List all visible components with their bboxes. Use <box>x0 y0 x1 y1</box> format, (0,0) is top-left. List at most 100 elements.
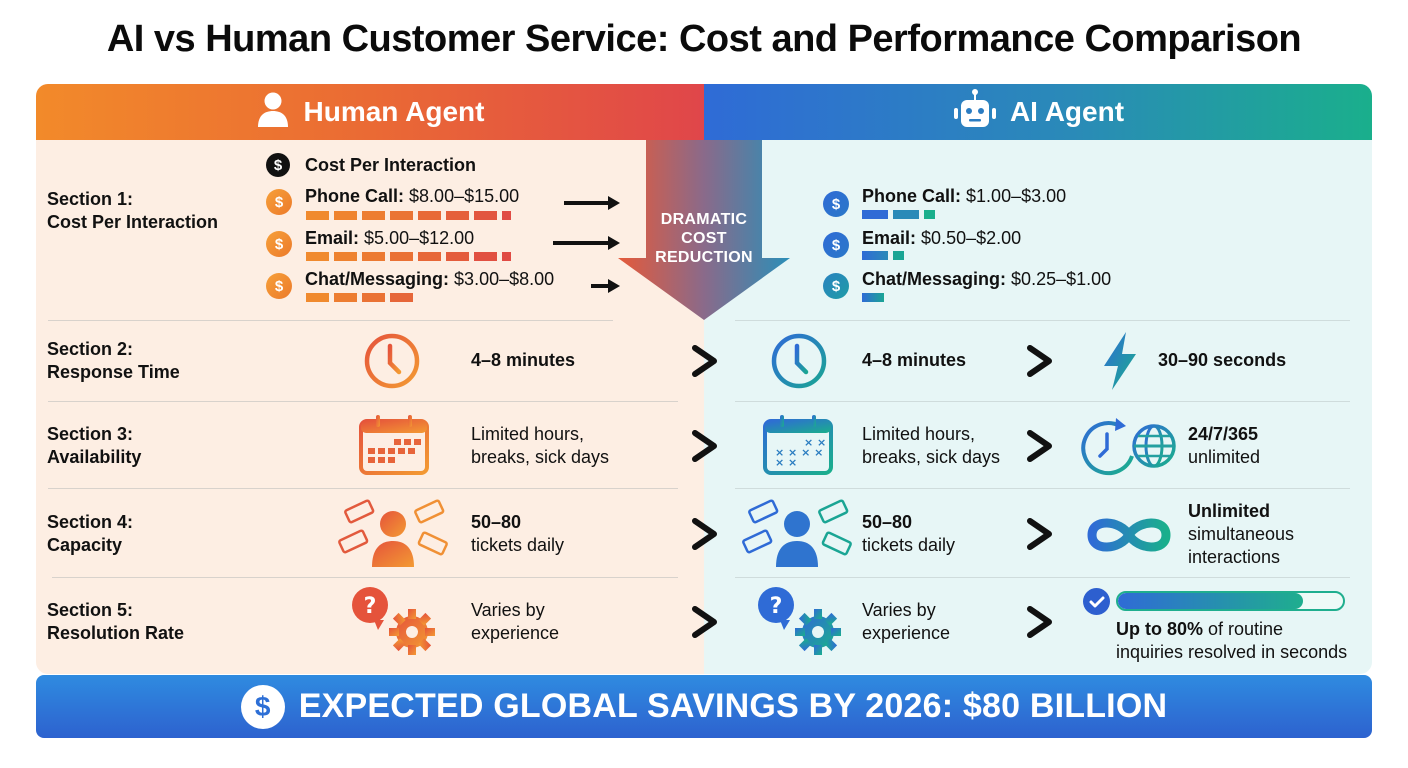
chevron-right-icon <box>692 518 717 550</box>
chevron-right-icon <box>692 345 717 377</box>
cost-reduction-line3: REDUCTION <box>655 249 753 266</box>
clock-icon <box>364 333 420 389</box>
infographic-title: AI vs Human Customer Service: Cost and P… <box>106 18 1302 60</box>
ai-email-cost: Email: $0.50–$2.00 <box>862 228 1022 248</box>
section-2-number: Section 2: <box>47 339 134 359</box>
chevron-right-icon <box>692 430 717 462</box>
chevron-right-icon <box>1027 345 1052 377</box>
cost-per-interaction-heading: Cost Per Interaction <box>305 155 477 175</box>
section-5-label: Section 5: Resolution Rate <box>47 599 184 645</box>
person-tickets-icon <box>742 499 852 567</box>
cost-reduction-label: DRAMATIC COST REDUCTION <box>618 210 790 267</box>
savings-banner: $ EXPECTED GLOBAL SAVINGS BY 2026: $80 B… <box>36 675 1372 738</box>
section-1-label: Section 1: Cost Per Interaction <box>47 188 218 234</box>
person-icon <box>256 91 290 134</box>
dollar-icon: $ <box>266 231 292 257</box>
chevron-right-icon <box>1027 606 1052 638</box>
svg-text:× ×: × × <box>775 456 797 469</box>
cost-reduction-arrow-icon <box>618 140 790 320</box>
ai-before-resolution: Varies by experience <box>862 600 951 643</box>
human-chat-cost-bar <box>306 293 413 302</box>
dollar-icon: $ <box>266 273 292 299</box>
clock-globe-icon <box>1081 418 1176 476</box>
calendar-icon <box>359 415 429 475</box>
ai-before-availability: Limited hours, breaks, sick days <box>862 424 1001 467</box>
svg-text:?: ? <box>770 594 783 619</box>
robot-icon <box>952 88 998 136</box>
divider <box>48 401 678 402</box>
question-gear-icon: ? <box>758 587 841 655</box>
human-email-cost-bar <box>306 252 511 261</box>
human-chat-cost: Chat/Messaging: $3.00–$8.00 <box>305 269 555 289</box>
section-3-title: Availability <box>47 447 142 467</box>
human-capacity: 50–80 tickets daily <box>471 512 565 555</box>
section-1-number: Section 1: <box>47 189 134 209</box>
person-tickets-icon <box>338 499 448 567</box>
clock-icon <box>771 333 827 389</box>
lightning-icon <box>1104 332 1136 390</box>
dollar-icon: $ <box>823 273 849 299</box>
section-2-title: Response Time <box>47 362 180 382</box>
chevron-right-icon <box>1027 430 1052 462</box>
human-email-cost: Email: $5.00–$12.00 <box>305 228 475 248</box>
human-phone-cost: Phone Call: $8.00–$15.00 <box>305 186 520 206</box>
section-4-label: Section 4: Capacity <box>47 511 133 557</box>
infinity-icon <box>1087 518 1171 552</box>
question-gear-icon: ? <box>352 587 435 655</box>
divider <box>735 401 1350 402</box>
svg-text:× ×: × × <box>804 436 826 449</box>
human-panel <box>36 84 706 674</box>
human-agent-label: Human Agent <box>303 96 485 127</box>
resolution-progress-fill <box>1118 593 1303 609</box>
ai-before-response-time: 4–8 minutes <box>862 350 967 370</box>
arrow-right-icon <box>564 196 620 210</box>
section-1-title: Cost Per Interaction <box>47 212 219 232</box>
divider <box>735 320 1350 321</box>
arrow-right-icon <box>553 236 620 250</box>
ai-chat-cost: Chat/Messaging: $0.25–$1.00 <box>862 269 1112 289</box>
section-4-title: Capacity <box>47 535 123 555</box>
section-3-label: Section 3: Availability <box>47 423 141 469</box>
section-5-title: Resolution Rate <box>47 623 185 643</box>
svg-text:× × × ×: × × × × <box>775 446 823 459</box>
cost-reduction-line2: COST <box>681 230 727 247</box>
ai-phone-cost-bar <box>862 210 935 219</box>
ai-email-cost-bar <box>862 251 904 260</box>
savings-text: EXPECTED GLOBAL SAVINGS BY 2026: $80 BIL… <box>298 687 1168 725</box>
resolution-progress-bar <box>1116 591 1345 611</box>
dollar-coin-icon: $ <box>240 684 285 729</box>
chevron-right-icon <box>692 606 717 638</box>
divider <box>735 577 1350 578</box>
divider <box>48 488 678 489</box>
ai-availability: 24/7/365 unlimited <box>1188 424 1261 467</box>
ai-capacity: Unlimited simultaneous interactions <box>1188 501 1295 567</box>
ai-agent-label: AI Agent <box>1009 96 1125 127</box>
ai-phone-cost: Phone Call: $1.00–$3.00 <box>862 186 1067 206</box>
ai-agent-header: AI Agent <box>704 84 1372 140</box>
cost-reduction-line1: DRAMATIC <box>660 211 748 228</box>
dollar-icon: $ <box>266 153 290 177</box>
ai-response-time: 30–90 seconds <box>1158 350 1287 370</box>
dollar-icon: $ <box>266 189 292 215</box>
section-3-number: Section 3: <box>47 424 134 444</box>
check-circle-icon <box>1083 588 1110 615</box>
dollar-icon: $ <box>823 191 849 217</box>
arrow-right-icon <box>591 279 620 293</box>
divider <box>52 577 678 578</box>
human-response-time: 4–8 minutes <box>471 350 576 370</box>
divider <box>48 320 613 321</box>
human-resolution: Varies by experience <box>471 600 560 643</box>
section-2-label: Section 2: Response Time <box>47 338 180 384</box>
ai-before-capacity: 50–80 tickets daily <box>862 512 956 555</box>
human-phone-cost-bar <box>306 211 511 220</box>
calendar-x-icon: × × × × × × × × <box>763 415 833 475</box>
human-availability: Limited hours, breaks, sick days <box>471 424 610 467</box>
section-5-number: Section 5: <box>47 600 134 620</box>
ai-resolution: Up to 80% of routine inquiries resolved … <box>1116 619 1348 662</box>
section-4-number: Section 4: <box>47 512 134 532</box>
human-agent-header: Human Agent <box>36 84 704 140</box>
chevron-right-icon <box>1027 518 1052 550</box>
divider <box>735 488 1350 489</box>
dollar-icon: $ <box>823 232 849 258</box>
ai-chat-cost-bar <box>862 293 884 302</box>
